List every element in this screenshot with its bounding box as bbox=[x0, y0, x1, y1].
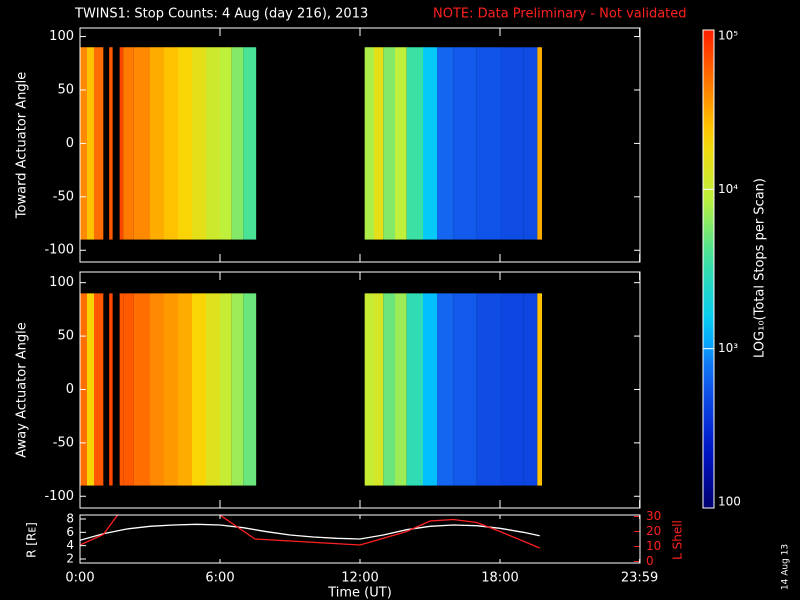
y-tick-label: 50 bbox=[57, 82, 74, 97]
heatmap-cell bbox=[364, 47, 374, 240]
y-axis-label: Toward Actuator Angle bbox=[15, 72, 30, 219]
date-stamp: 14 Aug 13 bbox=[781, 544, 791, 590]
y2-tick-label: 30 bbox=[646, 509, 661, 523]
y-tick-label: 0 bbox=[66, 136, 74, 151]
heatmap-cell bbox=[383, 293, 395, 486]
heatmap-cell bbox=[220, 293, 232, 486]
heatmap-cell bbox=[243, 293, 257, 486]
colorbar-tick-label: 10⁵ bbox=[718, 29, 738, 43]
heatmap-cell bbox=[119, 293, 124, 486]
heatmap-cell bbox=[364, 293, 374, 486]
heatmap-cell bbox=[119, 47, 124, 240]
series-line bbox=[80, 523, 540, 541]
y-tick-label: 4 bbox=[66, 538, 74, 552]
y-axis-label: R [Rᴇ] bbox=[25, 522, 39, 558]
heatmap-cell bbox=[192, 47, 206, 240]
heatmap-cell bbox=[537, 47, 542, 240]
heatmap-cell bbox=[220, 47, 232, 240]
y-tick-label: -50 bbox=[53, 189, 74, 204]
heatmap-cell bbox=[395, 47, 407, 240]
heatmap-cell bbox=[231, 293, 244, 486]
heatmap-cell bbox=[150, 293, 164, 486]
x-axis-label: Time (UT) bbox=[327, 586, 392, 600]
heatmap-cell bbox=[123, 293, 134, 486]
heatmap-cell bbox=[500, 47, 524, 240]
heatmap-cell bbox=[94, 293, 104, 486]
x-tick-label: 12:00 bbox=[341, 571, 378, 586]
y-tick-label: -100 bbox=[44, 489, 74, 504]
y-tick-label: 100 bbox=[49, 275, 74, 290]
heatmap-cell bbox=[109, 293, 113, 486]
heatmap-cell bbox=[164, 293, 178, 486]
heatmap-cell bbox=[437, 293, 454, 486]
x-tick-label: 6:00 bbox=[205, 571, 234, 586]
heatmap-cell bbox=[206, 47, 220, 240]
y2-tick-label: 20 bbox=[646, 524, 661, 538]
heatmap-cell bbox=[206, 293, 220, 486]
heatmap-cell bbox=[395, 293, 407, 486]
heatmap-cell bbox=[476, 293, 500, 486]
heatmap-cell bbox=[87, 293, 94, 486]
heatmap-cell bbox=[123, 47, 134, 240]
heatmap-cell bbox=[243, 47, 257, 240]
colorbar-label: LOG₁₀(Total Stops per Scan) bbox=[753, 178, 768, 358]
heatmap-cell bbox=[423, 293, 437, 486]
heatmap-cell bbox=[383, 47, 395, 240]
y-tick-label: 100 bbox=[49, 29, 74, 44]
heatmap-cell bbox=[133, 293, 150, 486]
heatmap-cell bbox=[406, 47, 423, 240]
heatmap-cell bbox=[178, 293, 192, 486]
x-tick-label: 0:00 bbox=[65, 571, 94, 586]
heatmap-cell bbox=[500, 293, 524, 486]
y2-tick-label: 10 bbox=[646, 539, 661, 553]
colorbar bbox=[702, 29, 715, 509]
heatmap-cell bbox=[437, 47, 454, 240]
heatmap-cell bbox=[423, 47, 437, 240]
y-tick-label: 8 bbox=[66, 512, 74, 526]
y2-tick-label: 0 bbox=[646, 554, 654, 568]
y-tick-label: 50 bbox=[57, 329, 74, 344]
heatmap-cell bbox=[150, 47, 164, 240]
heatmap-cell bbox=[374, 293, 384, 486]
y2-axis-label: L Shell bbox=[671, 520, 685, 560]
heatmap-cell bbox=[109, 47, 113, 240]
heatmap-cell bbox=[87, 47, 94, 240]
y-tick-label: 2 bbox=[66, 552, 74, 566]
y-tick-label: -50 bbox=[53, 435, 74, 450]
heatmap-cell bbox=[523, 293, 538, 486]
heatmap-cell bbox=[406, 293, 423, 486]
heatmap-cell bbox=[133, 47, 150, 240]
heatmap-cell bbox=[523, 47, 538, 240]
series-line bbox=[80, 515, 540, 549]
heatmap-cell bbox=[164, 47, 178, 240]
heatmap-cell bbox=[94, 47, 104, 240]
colorbar-tick-label: 10⁴ bbox=[718, 182, 738, 196]
heatmap-cell bbox=[537, 293, 542, 486]
y-axis-label: Away Actuator Angle bbox=[15, 322, 30, 457]
x-tick-label: 23:59 bbox=[621, 571, 658, 586]
chart-title: TWINS1: Stop Counts: 4 Aug (day 216), 20… bbox=[74, 7, 368, 22]
heatmap-cell bbox=[178, 47, 192, 240]
colorbar-tick-label: 100 bbox=[718, 495, 741, 509]
note: NOTE: Data Preliminary - Not validated bbox=[433, 7, 687, 22]
y-tick-label: 0 bbox=[66, 382, 74, 397]
heatmap-cell bbox=[476, 47, 500, 240]
heatmap-cell bbox=[192, 293, 206, 486]
heatmap-cell bbox=[374, 47, 384, 240]
heatmap-cell bbox=[453, 293, 477, 486]
heatmap-cell bbox=[231, 47, 244, 240]
y-tick-label: 6 bbox=[66, 525, 74, 539]
heatmap-cell bbox=[453, 47, 477, 240]
y-tick-label: -100 bbox=[44, 243, 74, 258]
colorbar-tick-label: 10³ bbox=[718, 341, 738, 355]
x-tick-label: 18:00 bbox=[481, 571, 518, 586]
